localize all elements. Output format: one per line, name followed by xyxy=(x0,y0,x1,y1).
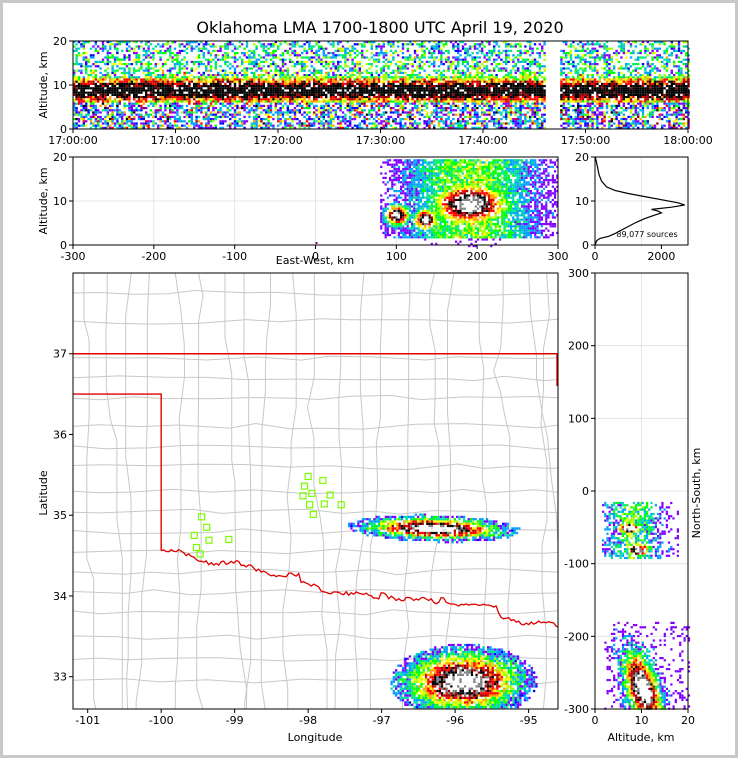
tick-label: -100 xyxy=(222,250,247,263)
plan-view-ylabel: Latitude xyxy=(37,470,50,516)
station-marker xyxy=(203,523,211,531)
tick-label: 0 xyxy=(60,123,67,136)
tick-label: 100 xyxy=(386,250,407,263)
tick-label: 17:10:00 xyxy=(151,134,200,147)
figure-title: Oklahoma LMA 1700-1800 UTC April 19, 202… xyxy=(196,18,563,37)
tick-label: 20 xyxy=(681,714,695,727)
station-marker xyxy=(205,536,213,544)
tick-label: 0 xyxy=(60,239,67,252)
histogram-line xyxy=(594,156,685,246)
north-south-panel: 0 10 20 300 200 100 0 -100 -200 -300 Altitude, km… xyxy=(564,267,703,744)
tick-label: 17:40:00 xyxy=(458,134,507,147)
north-south-ylabel: North-South, km xyxy=(690,448,703,539)
plan-view-sources xyxy=(347,513,538,709)
tick-label: 36 xyxy=(53,428,67,441)
state-borders xyxy=(73,353,558,628)
tick-label: -200 xyxy=(564,630,589,643)
tick-label: 0 xyxy=(582,485,589,498)
plan-view-xlabel: Longitude xyxy=(288,731,343,744)
histogram-grid xyxy=(595,157,688,245)
tick-label: 0 xyxy=(592,250,599,263)
tick-label: -98 xyxy=(299,714,317,727)
tick-label: 17:20:00 xyxy=(253,134,302,147)
station-marker xyxy=(326,491,334,499)
tick-label: 0 xyxy=(592,714,599,727)
time-height-sources xyxy=(73,41,690,129)
time-height-ticks: 17:00:00 17:10:00 17:20:00 17:30:00 17:40:00… xyxy=(48,35,712,147)
north-south-sources xyxy=(601,501,691,710)
station-marker xyxy=(299,492,307,500)
station-marker xyxy=(304,472,312,481)
station-marker xyxy=(197,513,206,521)
source-count-annotation: 89,077 sources xyxy=(616,230,677,239)
tick-label: 10 xyxy=(635,714,649,727)
station-marker xyxy=(308,489,316,498)
plan-view-ticks: -101 -100 -99 -98 -97 -96 -95 33 34 35 36 37 xyxy=(53,348,538,727)
tick-label: 300 xyxy=(568,267,589,280)
tick-label: -300 xyxy=(61,250,86,263)
tick-label: 37 xyxy=(53,348,67,361)
north-south-grid xyxy=(595,273,688,709)
station-marker xyxy=(306,501,314,509)
lma-figure: Oklahoma LMA 1700-1800 UTC April 19, 202… xyxy=(37,18,713,744)
tick-label: 17:00:00 xyxy=(48,134,97,147)
tick-label: -101 xyxy=(75,714,100,727)
tick-label: 33 xyxy=(53,671,67,684)
station-marker xyxy=(225,535,233,544)
tick-label: -95 xyxy=(520,714,538,727)
tick-label: 100 xyxy=(568,412,589,425)
tick-label: -97 xyxy=(373,714,391,727)
time-height-panel: 17:00:00 17:10:00 17:20:00 17:30:00 17:40:00… xyxy=(37,35,713,147)
east-west-xlabel: East-West, km xyxy=(276,254,354,267)
tick-label: 10 xyxy=(53,195,67,208)
north-south-xlabel: Altitude, km xyxy=(607,731,674,744)
histogram-panel: 89,077 sources 0 2000 20 10 0 xyxy=(575,151,689,263)
tick-label: 200 xyxy=(467,250,488,263)
tick-label: 0 xyxy=(312,250,319,263)
plan-view-panel: -101 -100 -99 -98 -97 -96 -95 33 34 35 36 37 Longit… xyxy=(37,272,559,744)
tick-label: 18:00:00 xyxy=(663,134,712,147)
county-boundaries xyxy=(73,273,558,709)
tick-label: 20 xyxy=(53,151,67,164)
station-marker xyxy=(190,531,198,540)
tick-label: 35 xyxy=(53,509,67,522)
north-south-ticks: 0 10 20 300 200 100 0 -100 -200 -300 xyxy=(564,267,695,727)
tick-label: 0 xyxy=(582,239,589,252)
tick-label: -300 xyxy=(564,703,589,716)
east-west-sources xyxy=(315,159,559,248)
tick-label: 20 xyxy=(53,35,67,48)
tick-label: 34 xyxy=(53,590,67,603)
time-height-ylabel: Altitude, km xyxy=(37,51,50,118)
tick-label: 200 xyxy=(568,340,589,353)
tick-label: 10 xyxy=(53,79,67,92)
station-marker xyxy=(337,501,345,509)
tick-label: 20 xyxy=(575,151,589,164)
tick-label: -100 xyxy=(149,714,174,727)
tick-label: -99 xyxy=(226,714,244,727)
tick-label: 17:30:00 xyxy=(356,134,405,147)
tick-label: 10 xyxy=(575,195,589,208)
station-marker xyxy=(192,543,201,552)
station-marker xyxy=(319,476,327,485)
tick-label: -100 xyxy=(564,558,589,571)
tick-label: 2000 xyxy=(647,250,675,263)
station-marker xyxy=(196,550,204,558)
tick-label: -200 xyxy=(141,250,166,263)
tick-label: 300 xyxy=(548,250,569,263)
plan-view-axes xyxy=(72,272,559,710)
figure-frame: Oklahoma LMA 1700-1800 UTC April 19, 202… xyxy=(3,3,735,755)
tick-label: -96 xyxy=(446,714,464,727)
station-marker xyxy=(320,500,328,508)
east-west-ylabel: Altitude, km xyxy=(37,167,50,234)
lma-stations xyxy=(190,472,345,558)
histogram-ticks: 0 2000 20 10 0 xyxy=(575,151,675,263)
tick-label: 17:50:00 xyxy=(561,134,610,147)
station-marker xyxy=(309,510,317,519)
station-marker xyxy=(300,482,309,490)
